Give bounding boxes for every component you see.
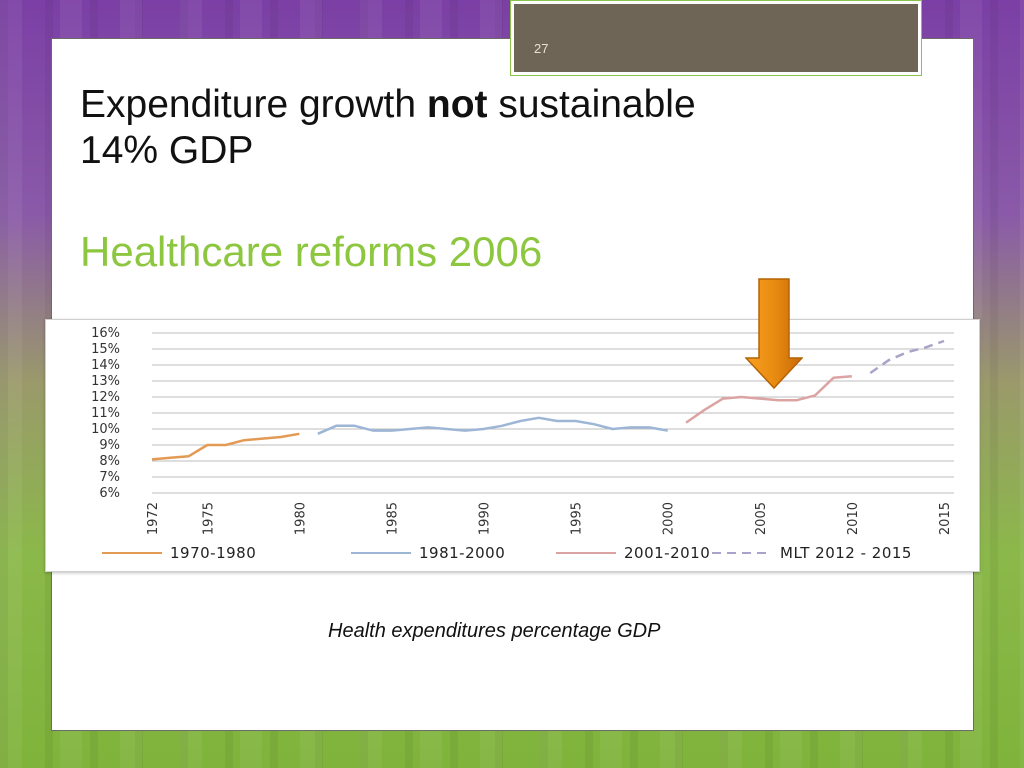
y-tick-label: 13%: [91, 374, 120, 389]
y-tick-label: 10%: [91, 422, 120, 437]
y-tick-label: 16%: [91, 326, 120, 341]
chart-caption: Health expenditures percentage GDP: [328, 620, 661, 642]
slide-number-tab: 27: [510, 0, 922, 76]
x-tick-label: 1990: [478, 502, 493, 535]
x-tick-label: 2000: [662, 502, 677, 535]
x-tick-label: 1995: [570, 502, 585, 535]
down-arrow-icon: [745, 278, 803, 390]
title-bold-word: not: [426, 83, 488, 126]
series-line: [317, 416, 668, 435]
series-line: [685, 374, 853, 424]
line-chart: 6%7%8%9%10%11%12%13%14%15%16% 1972 1975 19…: [91, 326, 954, 562]
slide-title: Expenditure growth not sustainable 14% G…: [80, 82, 696, 174]
y-axis-ticks: 6%7%8%9%10%11%12%13%14%15%16%: [91, 326, 120, 501]
x-tick-label: 1972: [146, 502, 161, 535]
y-tick-label: 15%: [91, 342, 120, 357]
x-tick-label: 2005: [754, 502, 769, 535]
slide-number-tab-inner: 27: [514, 4, 918, 72]
slide-number: 27: [534, 41, 549, 56]
x-axis-ticks: 1972 1975 1980 1985 1990 1995 2000 2005 2010 2015: [146, 502, 953, 535]
title-line-2: 14% GDP: [80, 129, 254, 172]
title-text-2: sustainable: [487, 83, 696, 126]
y-tick-label: 11%: [91, 406, 120, 421]
slide-subtitle: Healthcare reforms 2006: [80, 228, 543, 275]
x-tick-label: 1980: [293, 502, 308, 535]
x-tick-label: 2010: [846, 502, 861, 535]
legend-label: 2001-2010: [624, 544, 710, 562]
x-tick-label: 1985: [385, 502, 400, 535]
y-tick-label: 12%: [91, 390, 120, 405]
chart-container: 6% 7% 8% 9% 10% 11% 12% 13% 14% 15% 16% 1972 1975 19…: [45, 319, 980, 572]
legend-label: 1970-1980: [170, 544, 256, 562]
series-lines: [151, 339, 945, 461]
series-line: [151, 432, 300, 461]
y-tick-label: 9%: [99, 438, 120, 453]
x-tick-label: 2015: [938, 502, 953, 535]
legend-label: MLT 2012 - 2015: [780, 544, 912, 562]
title-text-1: Expenditure growth: [80, 83, 427, 126]
grid-lines: [152, 332, 954, 494]
x-tick-label: 1975: [201, 502, 216, 535]
y-tick-label: 7%: [99, 470, 120, 485]
series-line: [869, 339, 945, 375]
y-tick-label: 14%: [91, 358, 120, 373]
chart-legend: 1970-1980 1981-2000 2001-2010 MLT 2012 - 20…: [102, 544, 912, 562]
legend-label: 1981-2000: [419, 544, 505, 562]
y-tick-label: 8%: [99, 454, 120, 469]
y-tick-label: 6%: [99, 486, 120, 501]
